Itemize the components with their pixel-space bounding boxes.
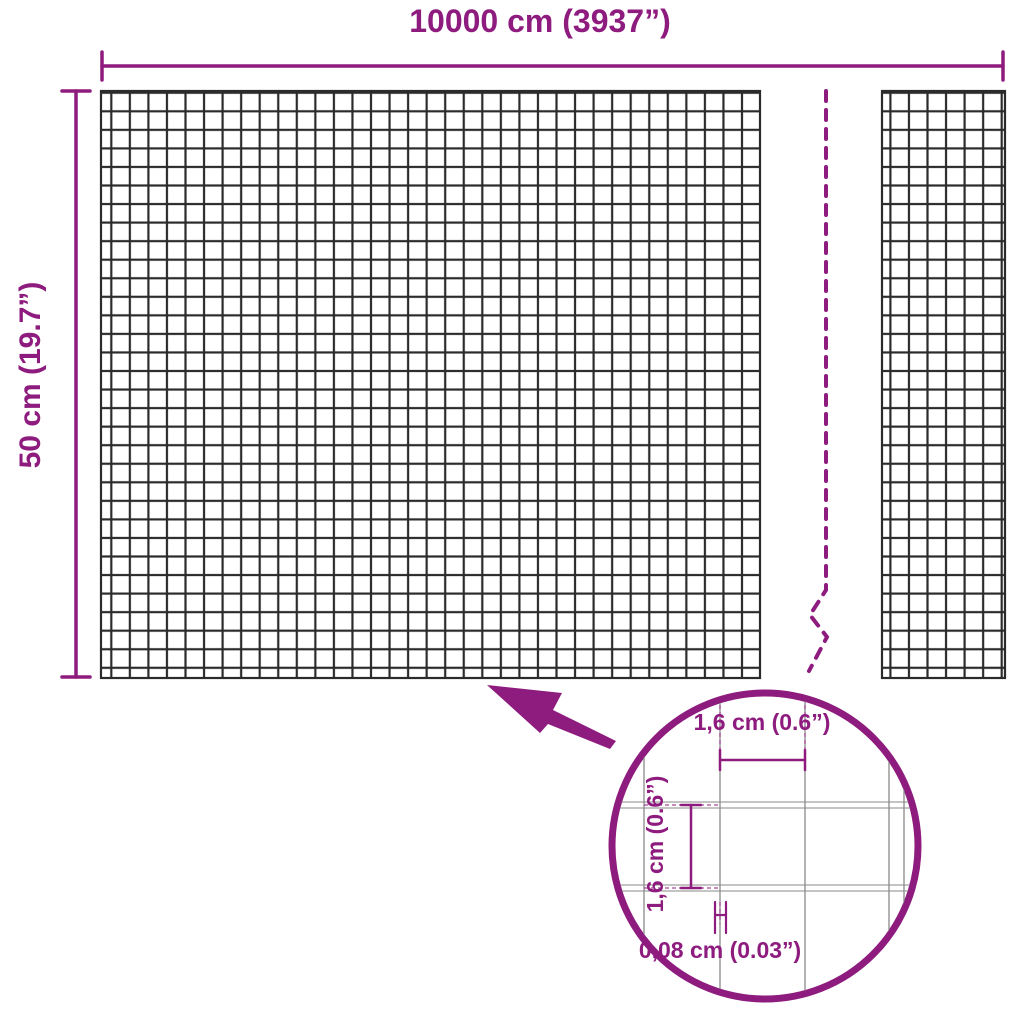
svg-text:0,08 cm (0.03”): 0,08 cm (0.03”) — [639, 937, 801, 963]
svg-text:1,6 cm (0.6”): 1,6 cm (0.6”) — [642, 776, 668, 913]
svg-text:10000 cm (3937”): 10000 cm (3937”) — [409, 3, 671, 39]
svg-text:1,6 cm (0.6”): 1,6 cm (0.6”) — [694, 709, 831, 735]
svg-text:50 cm (19.7”): 50 cm (19.7”) — [14, 282, 47, 469]
